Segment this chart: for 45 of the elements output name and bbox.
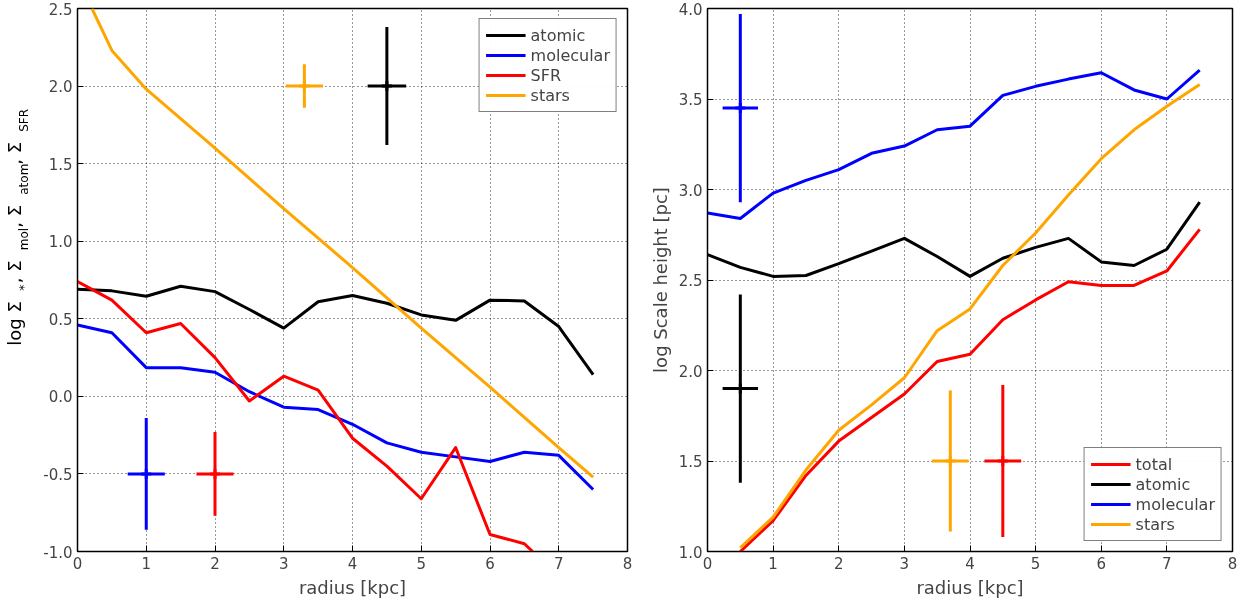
x-tick-label: 4 (965, 554, 975, 573)
x-tick-label: 1 (141, 554, 152, 573)
y-tick-label: 2.0 (678, 362, 703, 381)
x-tick-label: 4 (347, 554, 358, 573)
x-tick-label: 5 (416, 554, 427, 573)
x-tick-label: 6 (1096, 554, 1107, 573)
y-tick-label: 1.0 (678, 543, 703, 562)
x-axis-title: radius [kpc] (916, 576, 1024, 598)
y-tick-label: 1.5 (48, 155, 73, 174)
legend-label: stars (530, 85, 570, 105)
x-tick-label: 0 (702, 554, 713, 573)
y-tick-label: 1.5 (678, 453, 703, 471)
x-tick-label: 0 (72, 554, 83, 573)
x-tick-label: 8 (622, 554, 633, 573)
y-tick-label: 3.0 (678, 181, 703, 200)
x-tick-label: 6 (485, 554, 495, 573)
legend-label: atomic (1135, 474, 1191, 494)
y-tick-label: 2.0 (48, 78, 73, 97)
x-axis-title: radius [kpc] (298, 576, 407, 598)
legend-label: total (1135, 454, 1173, 474)
legend-label: molecular (530, 45, 610, 65)
x-tick-label: 5 (1030, 554, 1041, 573)
legend-label: stars (1135, 514, 1175, 534)
y-tick-label: -1.0 (43, 543, 73, 562)
y-tick-label: 2.5 (48, 0, 73, 19)
y-tick-label: 4.0 (678, 0, 703, 19)
y-tick-label: 0.5 (48, 310, 73, 329)
x-tick-label: 3 (278, 554, 289, 573)
y-tick-label: 0.0 (48, 388, 73, 407)
y-axis-title: log Σ*, Σmol, Σatom, ΣSFR (3, 108, 31, 346)
x-tick-label: 7 (1162, 554, 1172, 573)
x-tick-label: 1 (768, 554, 778, 573)
x-tick-label: 2 (210, 554, 220, 573)
y-tick-label: 2.5 (678, 272, 703, 290)
y-tick-label: -0.5 (43, 465, 73, 484)
legend-label: molecular (1135, 494, 1215, 514)
x-tick-label: 2 (833, 554, 844, 573)
y-axis-title: log Scale height [pc] (649, 187, 671, 373)
y-tick-label: 1.0 (48, 233, 73, 252)
x-tick-label: 7 (553, 554, 564, 573)
legend-label: SFR (530, 65, 562, 85)
legend-label: atomic (530, 25, 586, 45)
x-tick-label: 8 (1227, 554, 1238, 573)
y-tick-label: 3.5 (678, 91, 703, 109)
x-tick-label: 3 (899, 554, 910, 573)
